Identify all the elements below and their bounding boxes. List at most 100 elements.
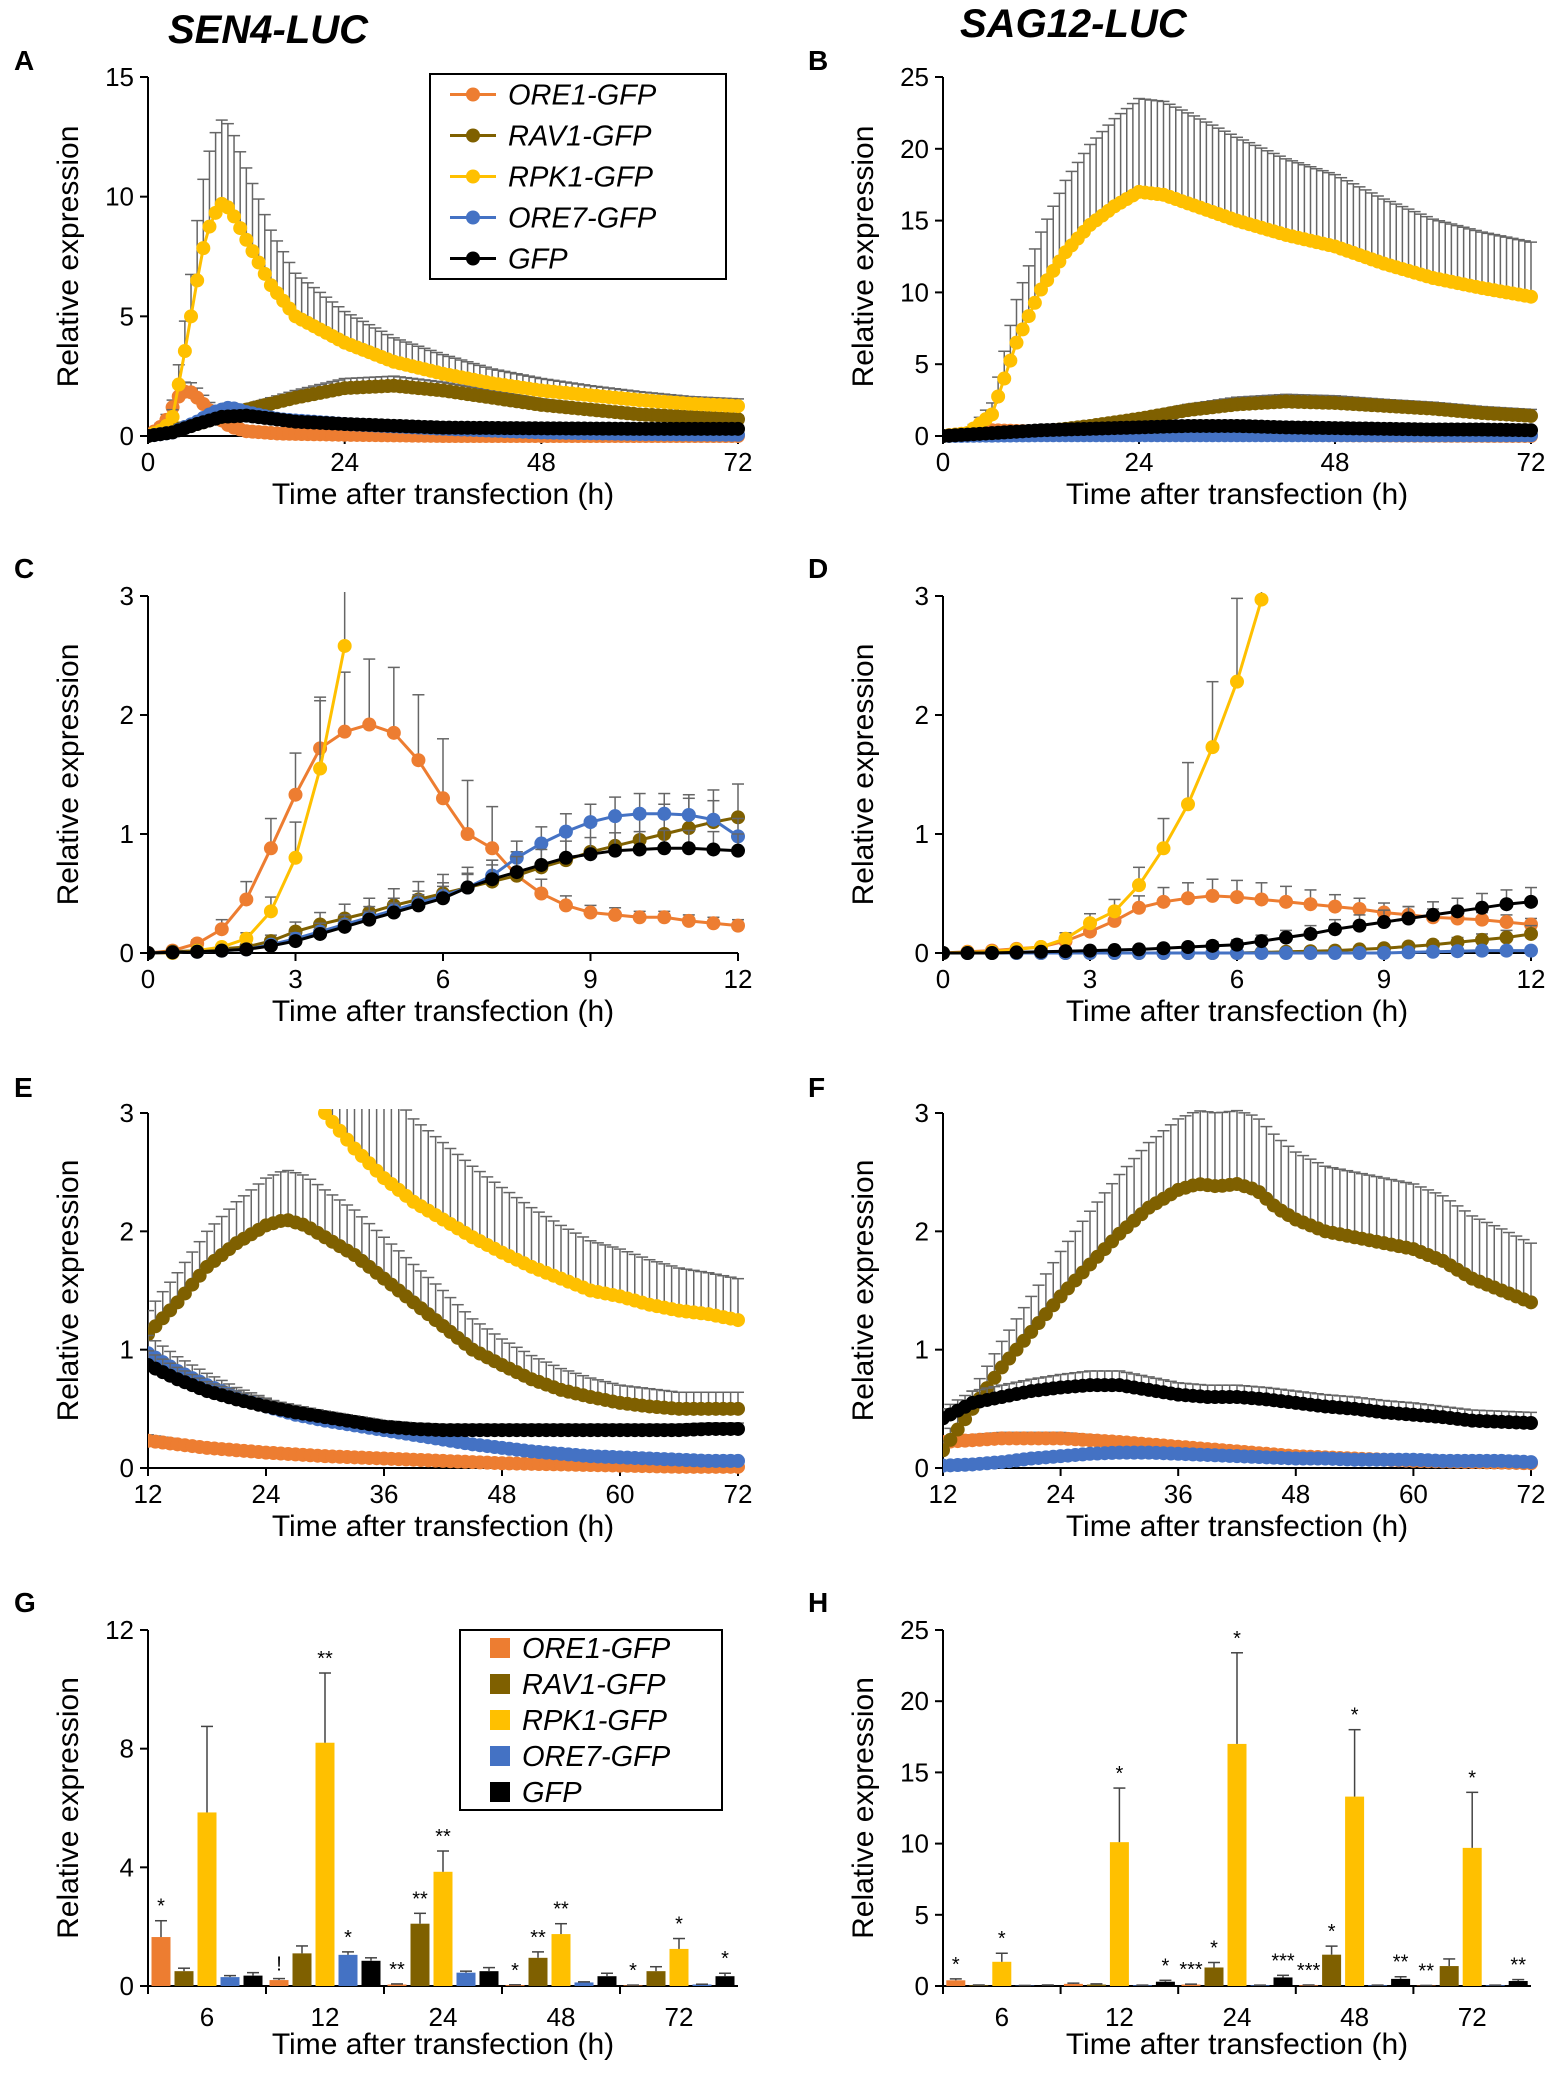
data-point-f-rav1-gfp	[943, 1443, 950, 1458]
data-point-d-ore1-gfp	[1156, 894, 1171, 909]
x-tick-label-b: 72	[1517, 447, 1546, 477]
data-point-c-ore1-gfp	[558, 898, 573, 913]
data-point-d-gfp	[1009, 945, 1024, 960]
data-point-d-rpk1-gfp	[1230, 674, 1244, 689]
x-tick-label-a: 72	[724, 447, 753, 477]
data-point-c-ore1-gfp	[485, 841, 500, 856]
data-point-c-ore7-gfp	[706, 812, 721, 827]
data-point-a-rpk1-gfp	[196, 241, 211, 256]
data-point-e-rpk1-gfp	[289, 1047, 303, 1061]
data-point-f-rav1-gfp	[943, 1432, 958, 1447]
data-point-c-ore1-gfp	[681, 913, 696, 928]
data-point-b-rpk1-gfp	[1009, 335, 1024, 350]
data-point-d-gfp	[1254, 934, 1269, 949]
y-tick-label-e: 2	[120, 1216, 134, 1246]
legend-label-a-rpk1-gfp: RPK1-GFP	[508, 162, 654, 194]
data-point-c-ore1-gfp	[731, 918, 745, 933]
plot-area-a	[148, 119, 745, 443]
x-tick-label-a: 24	[330, 447, 359, 477]
data-point-d-ore1-gfp	[1132, 900, 1146, 915]
x-tick-label-b: 24	[1125, 447, 1154, 477]
data-point-d-rpk1-gfp	[1083, 916, 1097, 931]
data-point-b-rpk1-gfp	[1003, 353, 1018, 368]
data-point-a-rpk1-gfp	[257, 266, 272, 281]
y-tick-label-b: 5	[915, 349, 929, 379]
data-point-d-gfp	[1034, 944, 1048, 959]
x-tick-label-d: 3	[1083, 964, 1097, 994]
data-point-a-rpk1-gfp	[245, 244, 260, 259]
data-point-a-rpk1-gfp	[190, 273, 205, 288]
data-point-d-ore1-gfp	[1181, 891, 1195, 906]
x-tick-label-c: 9	[583, 964, 597, 994]
data-point-d-ore7-gfp	[1328, 946, 1342, 960]
data-point-d-gfp	[1524, 894, 1538, 909]
data-point-c-gfp	[657, 841, 672, 856]
data-point-e-rpk1-gfp	[266, 976, 280, 990]
data-point-e-rpk1-gfp	[244, 911, 258, 925]
data-point-e-rpk1-gfp	[296, 1062, 310, 1076]
data-point-d-ore1-gfp	[1254, 892, 1269, 907]
data-point-d-rav1-gfp	[1475, 932, 1489, 947]
x-tick-label-e: 72	[724, 1479, 753, 1509]
data-point-c-gfp	[509, 865, 524, 880]
data-point-d-ore7-gfp	[1254, 946, 1269, 960]
data-point-c-ore1-gfp	[288, 787, 303, 802]
data-point-d-ore1-gfp	[1303, 897, 1318, 912]
panel-letter-b: B	[808, 45, 828, 76]
data-point-d-ore1-gfp	[1328, 899, 1342, 914]
data-point-e-rpk1-gfp	[731, 1313, 745, 1328]
data-point-d-rav1-gfp	[1524, 926, 1538, 941]
data-point-e-ore7-gfp	[731, 1453, 745, 1468]
legend-marker-a-gfp	[466, 251, 480, 266]
y-tick-label-e: 0	[120, 1453, 134, 1483]
x-tick-label-b: 48	[1321, 447, 1350, 477]
data-point-e-rpk1-gfp	[222, 843, 236, 857]
data-point-c-gfp	[386, 905, 401, 920]
data-point-c-gfp	[706, 842, 721, 857]
data-point-c-gfp	[362, 912, 377, 927]
data-point-d-rpk1-gfp	[1254, 592, 1269, 607]
data-point-d-gfp	[1401, 911, 1416, 926]
data-point-c-ore1-gfp	[460, 827, 475, 841]
y-tick-label-f: 3	[915, 1098, 929, 1128]
x-axis-label-e: Time after transfection (h)	[272, 1510, 614, 1543]
data-point-c-gfp	[460, 880, 475, 895]
data-point-c-gfp	[165, 945, 180, 960]
data-point-c-gfp	[558, 850, 573, 865]
data-point-c-ore1-gfp	[534, 886, 549, 901]
data-point-c-gfp	[436, 891, 450, 906]
data-point-e-rpk1-gfp	[148, 526, 162, 540]
y-tick-label-a: 10	[105, 182, 134, 212]
data-point-c-rpk1-gfp	[263, 904, 278, 919]
legend-marker-a-rav1-gfp	[466, 128, 480, 143]
y-tick-label-d: 3	[915, 581, 929, 611]
x-tick-label-c: 3	[288, 964, 302, 994]
data-point-d-gfp	[1181, 940, 1195, 955]
x-tick-label-e: 36	[370, 1479, 399, 1509]
data-point-d-ore1-gfp	[1475, 912, 1489, 927]
data-point-c-gfp	[608, 843, 623, 858]
data-point-b-rpk1-gfp	[997, 371, 1012, 386]
data-point-c-rav1-gfp	[731, 810, 745, 825]
series-line-c-rpk1-gfp	[148, 645, 347, 955]
y-tick-label-f: 2	[915, 1216, 929, 1246]
data-point-e-rpk1-gfp	[185, 698, 199, 712]
data-point-c-ore1-gfp	[337, 724, 352, 739]
legend-marker-a-ore1-gfp	[466, 87, 480, 102]
data-point-d-ore7-gfp	[1401, 945, 1416, 960]
y-tick-label-b: 20	[900, 134, 929, 164]
x-tick-label-d: 12	[1517, 964, 1546, 994]
data-point-b-rpk1-gfp	[1021, 309, 1036, 324]
data-point-a-gfp	[731, 421, 745, 436]
y-axis-label-e: Relative expression	[52, 1160, 85, 1422]
y-axis-label-a: Relative expression	[52, 126, 85, 388]
data-point-d-ore7-gfp	[1426, 944, 1440, 959]
y-tick-label-a: 15	[105, 62, 134, 92]
data-point-d-rpk1-gfp	[1156, 841, 1171, 856]
x-tick-label-e: 60	[606, 1479, 635, 1509]
data-point-b-rpk1-gfp	[1015, 322, 1030, 337]
data-point-c-gfp	[534, 857, 549, 872]
data-point-d-rpk1-gfp	[1132, 878, 1146, 893]
data-point-c-ore1-gfp	[214, 922, 229, 937]
x-tick-label-f: 48	[1281, 1479, 1310, 1509]
